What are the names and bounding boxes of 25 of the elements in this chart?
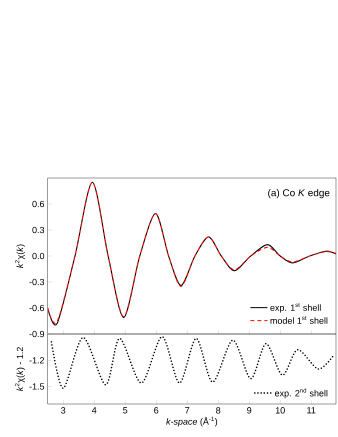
- y-tick-label: -1.2: [29, 357, 44, 364]
- x-tick-label: 7: [185, 407, 190, 414]
- x-tick-label: 10: [276, 407, 285, 414]
- x-tick-label: 6: [154, 407, 158, 414]
- y-tick-label: 0.3: [32, 226, 44, 234]
- x-tick-label: 4: [92, 407, 96, 414]
- legend-label: model 1$^{st}$ shell: [270, 316, 328, 324]
- y-tick-label: 0.6: [32, 200, 44, 208]
- y-tick-label: 0.0: [32, 252, 44, 260]
- y-tick-label: -0.3: [29, 278, 44, 286]
- x-axis-title: k-space (Å$^{-1}$): [166, 416, 218, 427]
- x-tick-label: 5: [123, 407, 128, 414]
- y-tick-label: -0.6: [29, 304, 44, 312]
- x-tick-label: 9: [247, 407, 252, 414]
- y-axis-title: k$^{2}$χ(k): [15, 244, 25, 268]
- x-tick-label: 8: [216, 407, 220, 414]
- x-tick-label: 11: [307, 407, 316, 414]
- x-tick-label: 3: [61, 407, 66, 414]
- y-tick-label: -1.5: [29, 383, 44, 390]
- line-series: [50, 336, 335, 390]
- legend-label: exp. 1$^{st}$ shell: [270, 303, 321, 313]
- annotation: (a) Co K edge: [268, 188, 330, 198]
- y-tick-label: -0.9: [29, 330, 44, 338]
- y-axis-title: k$^{2}$χ(k) - 1.2: [15, 347, 25, 392]
- legend-label: exp. 2$^{nd}$ shell: [274, 388, 328, 398]
